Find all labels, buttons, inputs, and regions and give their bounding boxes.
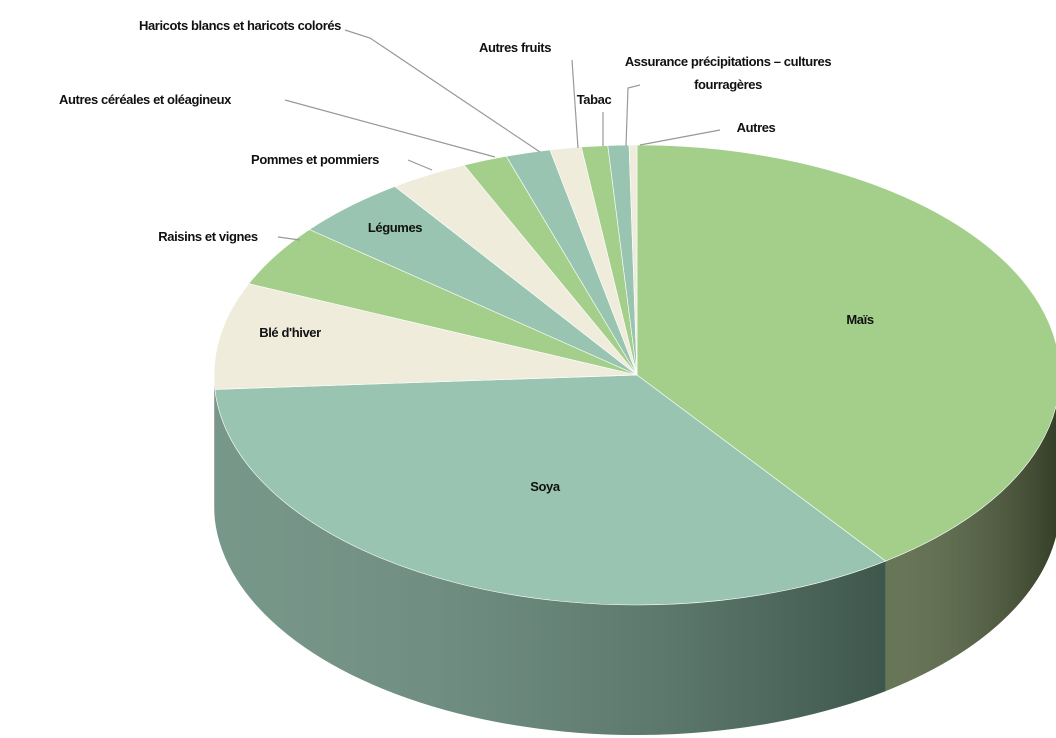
pie-side-shade xyxy=(885,406,1056,692)
leader-line xyxy=(284,99,496,158)
leader-line xyxy=(639,129,721,146)
pie-side-shade xyxy=(214,389,886,736)
slice-label: Autres xyxy=(736,120,776,135)
slice-label: Autres céréales et oléagineux xyxy=(59,92,231,107)
leader-line xyxy=(277,236,301,241)
leader-line xyxy=(344,29,541,153)
slice-label: Tabac xyxy=(576,92,612,107)
leader-line xyxy=(571,59,579,149)
slice-label: Raisins et vignes xyxy=(158,229,258,244)
pie-slice xyxy=(636,144,1056,562)
pie-slice xyxy=(213,283,638,390)
pie-side-shade xyxy=(214,375,215,520)
slice-label: Blé d'hiver xyxy=(259,325,321,340)
leader-line xyxy=(625,84,641,147)
slice-label: Pommes et pommiers xyxy=(251,152,379,167)
slice-label: Autres fruits xyxy=(478,40,552,55)
pie-slice xyxy=(214,374,887,606)
slice-label: Maïs xyxy=(846,312,874,327)
slice-label: Haricots blancs et haricots colorés xyxy=(138,18,342,33)
slice-label: Assurance précipitations – cultures four… xyxy=(624,54,832,92)
slice-label: Légumes xyxy=(367,220,423,235)
pie-slice xyxy=(628,144,638,376)
slice-label: Soya xyxy=(530,479,560,494)
leader-line xyxy=(407,159,433,171)
